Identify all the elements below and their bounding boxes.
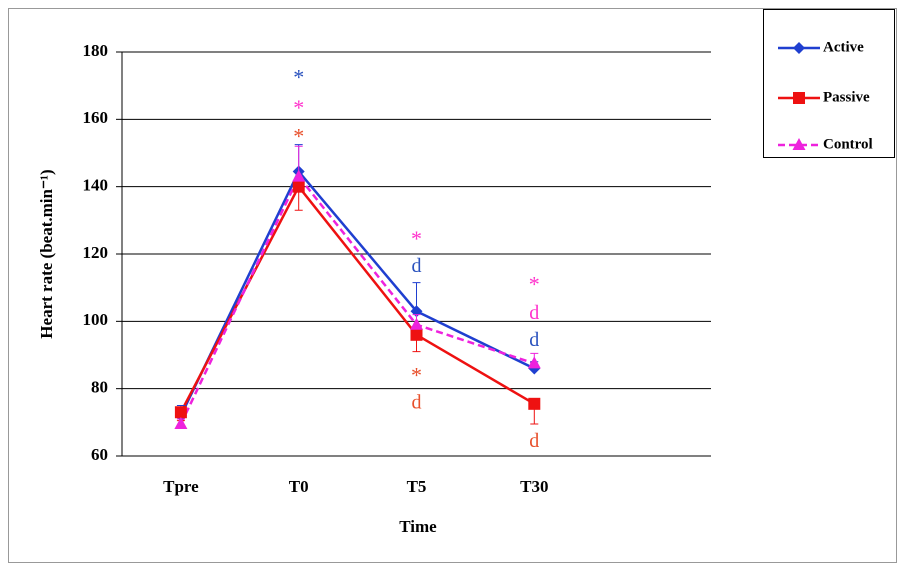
annotation: *	[293, 65, 304, 90]
data-point	[528, 398, 540, 410]
y-tick-label: 180	[83, 41, 109, 60]
x-tick-label: T30	[520, 477, 548, 496]
series-line	[181, 187, 534, 413]
y-tick-label: 160	[83, 108, 109, 127]
annotation: d	[412, 391, 422, 413]
annotation: d	[529, 329, 539, 351]
annotation: *	[529, 272, 540, 297]
data-point	[293, 181, 305, 193]
x-tick-label: T0	[289, 477, 309, 496]
annotation: d	[529, 302, 539, 324]
data-point	[174, 417, 187, 429]
y-tick-label: 140	[83, 176, 109, 195]
annotation: *	[411, 363, 422, 388]
series-line	[181, 172, 534, 416]
legend-label: Active	[823, 39, 864, 55]
annotation: *	[293, 95, 304, 120]
annotation: d	[529, 430, 539, 452]
legend-box	[764, 10, 895, 158]
y-tick-label: 100	[83, 310, 109, 329]
legend-label: Control	[823, 136, 873, 152]
series-line	[181, 177, 534, 424]
y-tick-label: 120	[83, 243, 109, 262]
x-tick-label: T5	[407, 477, 427, 496]
y-axis-title: Heart rate (beat.min⁻¹)	[37, 169, 56, 338]
x-axis-title: Time	[399, 517, 437, 536]
legend-marker	[793, 92, 805, 104]
annotation: *	[293, 124, 304, 149]
y-tick-label: 80	[91, 378, 108, 397]
x-tick-label: Tpre	[163, 477, 199, 496]
annotation: d	[412, 255, 422, 277]
legend-label: Passive	[823, 89, 870, 105]
data-point	[528, 356, 541, 368]
y-tick-label: 60	[91, 445, 108, 464]
data-point	[175, 406, 187, 418]
data-point	[411, 329, 423, 341]
chart: Time Heart rate (beat.min⁻¹) 60 80 100 120 1…	[0, 0, 898, 564]
annotation: *	[411, 226, 422, 251]
